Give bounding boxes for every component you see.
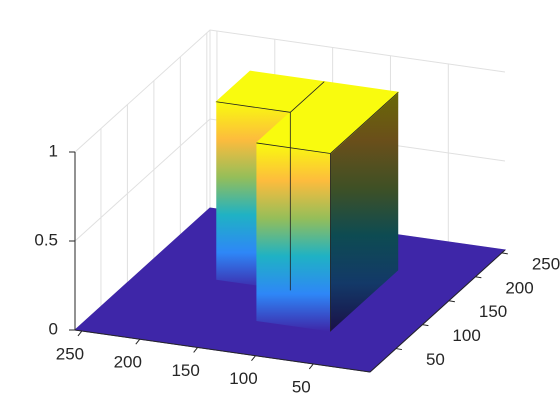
x-tick-label: 200 bbox=[505, 278, 533, 297]
tick-mark bbox=[77, 330, 83, 337]
y-tick-label: 100 bbox=[229, 369, 257, 388]
x-tick-label: 50 bbox=[426, 350, 445, 369]
tick-mark bbox=[135, 338, 141, 345]
x-tick-label: 100 bbox=[452, 326, 480, 345]
surface-side bbox=[330, 92, 399, 332]
surface-edge bbox=[256, 142, 331, 154]
y-tick-label: 150 bbox=[171, 361, 199, 380]
tick-mark bbox=[422, 324, 429, 327]
z-tick-label: 0 bbox=[49, 319, 58, 338]
surface-edge bbox=[216, 101, 291, 113]
tick-mark bbox=[501, 252, 508, 255]
tick-mark bbox=[251, 355, 256, 362]
tick-mark bbox=[395, 348, 403, 351]
tick-mark bbox=[475, 276, 482, 279]
surface-edge bbox=[290, 81, 325, 113]
surface-side bbox=[256, 142, 331, 332]
tick-mark bbox=[193, 347, 199, 353]
z-tick-label: 1 bbox=[49, 141, 58, 160]
axis-line bbox=[74, 329, 371, 373]
y-tick-label: 200 bbox=[114, 353, 142, 372]
surface-edge bbox=[330, 91, 399, 154]
tick-mark bbox=[448, 300, 455, 303]
tick-mark bbox=[308, 363, 314, 370]
y-tick-label: 50 bbox=[292, 377, 311, 396]
z-tick-label: 0.5 bbox=[34, 230, 58, 249]
x-tick-label: 150 bbox=[479, 302, 507, 321]
x-tick-label: 250 bbox=[532, 254, 560, 273]
axis-line bbox=[369, 249, 506, 373]
y-tick-label: 250 bbox=[56, 344, 84, 363]
